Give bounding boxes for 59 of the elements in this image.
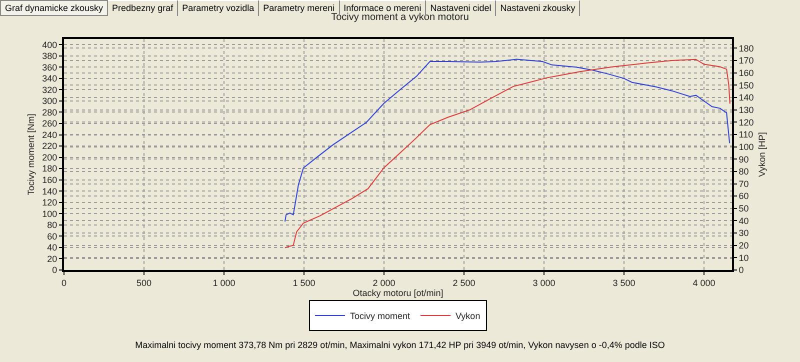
y-tick-label: 240: [42, 130, 58, 140]
y2-tick-label: 160: [738, 68, 754, 78]
x-tick-label: 4 000: [692, 278, 716, 288]
y-tick-label: 300: [42, 96, 58, 106]
y2-tick-label: 180: [738, 43, 754, 54]
y2-axis-title: Vykon [HP]: [757, 132, 768, 177]
y2-tick-label: 170: [738, 56, 754, 66]
y2-tick-label: 50: [738, 204, 749, 214]
y2-tick-label: 110: [738, 130, 754, 140]
y-tick-label: 320: [42, 84, 58, 95]
y-tick-label: 20: [47, 254, 58, 264]
y2-tick-label: 80: [738, 166, 749, 177]
y-tick-label: 280: [42, 107, 58, 118]
x-tick-label: 1 000: [212, 278, 236, 288]
y-tick-label: 40: [47, 242, 58, 253]
y2-tick-label: 60: [738, 191, 749, 202]
y2-tick-label: 10: [738, 252, 749, 263]
y2-tick-label: 130: [738, 104, 754, 115]
text: Graf dynamicke zkousky: [0, 0, 108, 16]
y2-tick-label: 70: [738, 178, 749, 189]
y-tick-label: 120: [42, 198, 58, 208]
y-tick-label: 80: [47, 220, 58, 230]
y2-tick-label: 90: [738, 154, 749, 164]
x-tick-label: 3 500: [612, 278, 636, 288]
x-axis-title: Otacky motoru [ot/min]: [352, 288, 444, 298]
text: Nastaveni zkousky: [496, 0, 580, 16]
y-axis-title: Tocivy moment [Nm]: [26, 114, 36, 196]
x-tick-label: 500: [136, 278, 152, 288]
y-tick-label: 180: [42, 164, 58, 174]
y2-tick-label: 20: [738, 240, 749, 251]
y-tick-label: 140: [42, 186, 58, 196]
y2-tick-label: 100: [738, 142, 754, 152]
y2-tick-label: 150: [738, 80, 754, 90]
y-tick-label: 60: [47, 231, 58, 242]
legend-label: Tocivy moment: [350, 311, 411, 322]
x-tick-label: 2 000: [372, 278, 396, 288]
y2-tick-label: 0: [738, 265, 744, 276]
y-tick-label: 160: [42, 175, 58, 185]
text: Predbezny graf: [108, 0, 178, 16]
y-tick-label: 400: [42, 40, 58, 50]
y2-tick-label: 30: [738, 228, 749, 238]
x-tick-label: 0: [61, 278, 67, 288]
y-tick-label: 360: [42, 62, 58, 72]
y-tick-label: 380: [42, 51, 58, 62]
y-tick-label: 200: [42, 152, 58, 162]
y2-tick-label: 120: [738, 117, 754, 128]
y2-tick-label: 40: [738, 216, 749, 226]
y-tick-label: 100: [42, 208, 58, 219]
text: Maximalni tocivy moment 373,78 Nm pri 2829 ot/min, Maximalni vykon 171,42 HP pri 3949 ot/min, Vykon navysen o -0,4% podle ISO: [134, 340, 666, 350]
y-tick-label: 220: [42, 141, 58, 152]
y-tick-label: 260: [42, 118, 58, 129]
x-tick-label: 1 500: [292, 278, 316, 288]
text: Parametry vozidla: [178, 0, 260, 16]
x-tick-label: 2 500: [452, 278, 476, 288]
y-tick-label: 0: [52, 265, 58, 276]
x-tick-label: 3 000: [532, 278, 556, 288]
y2-tick-label: 140: [738, 92, 754, 103]
y-tick-label: 340: [42, 74, 58, 84]
legend-label: Vykon: [456, 311, 480, 322]
